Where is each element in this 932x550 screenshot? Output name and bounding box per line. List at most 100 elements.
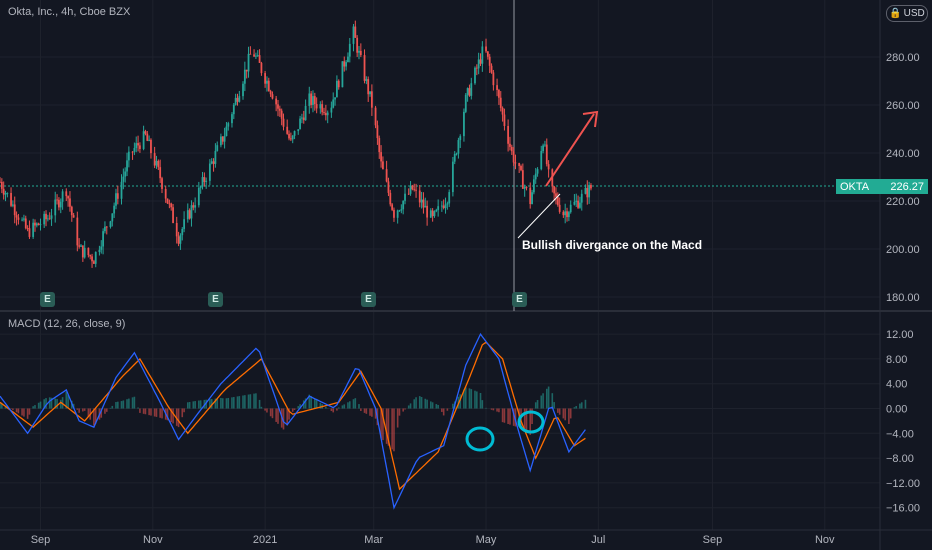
candle-body	[289, 138, 292, 140]
price-tick-label: 260.00	[886, 100, 920, 112]
candle-body	[426, 205, 429, 218]
candle-body	[569, 204, 572, 213]
candle-body	[11, 204, 14, 206]
macd-tick-label: 8.00	[886, 354, 907, 366]
earnings-marker[interactable]: E	[208, 292, 223, 307]
time-tick-label: Nov	[815, 534, 835, 546]
candle-body	[194, 205, 197, 208]
earnings-marker[interactable]: E	[512, 292, 527, 307]
candle-body	[433, 211, 436, 217]
histogram-bar	[34, 405, 36, 409]
candle-body	[32, 222, 35, 237]
candle-body	[170, 203, 173, 208]
histogram-bar	[277, 408, 279, 424]
candle-body	[164, 188, 167, 199]
candle-body	[347, 56, 349, 63]
candle-body	[567, 212, 570, 218]
histogram-bar	[266, 408, 268, 413]
candle-body	[453, 154, 456, 162]
histogram-bar	[420, 396, 423, 409]
histogram-bar	[28, 408, 31, 415]
macd-indicator-title[interactable]: MACD (12, 26, close, 9)	[8, 318, 126, 330]
candle-body	[523, 187, 526, 189]
candle-body	[512, 151, 515, 163]
candle-body	[267, 80, 270, 92]
histogram-bar	[496, 408, 498, 412]
symbol-title[interactable]: Okta, Inc., 4h, Cboe BZX	[8, 6, 131, 18]
histogram-bar	[385, 408, 388, 444]
candle-body	[313, 96, 316, 105]
candle-body	[437, 206, 440, 210]
candle-body	[424, 205, 427, 208]
histogram-bar	[534, 402, 537, 409]
candle-body	[225, 126, 228, 137]
histogram-bar	[258, 399, 261, 409]
candle-body	[48, 218, 51, 220]
candle-body	[192, 205, 195, 208]
histogram-bar	[286, 408, 288, 426]
candle-body	[280, 110, 283, 119]
histogram-bar	[314, 398, 316, 409]
candle-body	[468, 88, 471, 96]
candle-body	[518, 163, 521, 166]
histogram-bar	[407, 405, 410, 409]
macd-tick-label: −12.00	[886, 478, 920, 490]
candle-body	[490, 65, 493, 73]
candle-body	[21, 219, 23, 221]
candle-body	[67, 196, 70, 199]
histogram-bar	[531, 408, 533, 424]
histogram-bar	[128, 398, 130, 409]
histogram-bar	[54, 398, 57, 409]
candle-body	[186, 210, 189, 220]
histogram-bar	[302, 400, 305, 409]
candle-body	[92, 261, 95, 264]
histogram-bar	[558, 408, 561, 415]
candle-body	[234, 97, 237, 105]
time-tick-label: Mar	[364, 534, 383, 546]
histogram-bar	[509, 408, 511, 425]
histogram-bar	[575, 406, 578, 409]
candle-body	[146, 133, 149, 141]
macd-tick-label: −4.00	[886, 428, 914, 440]
price-tick-label: 240.00	[886, 148, 920, 160]
candle-body	[321, 104, 324, 113]
candle-body	[0, 181, 3, 189]
histogram-bar	[194, 401, 196, 409]
histogram-bar	[83, 408, 86, 411]
histogram-bar	[464, 387, 467, 409]
candle-body	[277, 104, 279, 109]
currency-selector[interactable]: 🔒 USD	[886, 5, 928, 22]
candle-body	[400, 209, 403, 211]
candle-body	[232, 104, 235, 115]
candle-body	[37, 223, 40, 226]
histogram-bar	[479, 393, 482, 409]
candle-body	[159, 167, 162, 179]
candle-body	[69, 198, 71, 207]
candle-body	[529, 187, 532, 205]
candle-body	[135, 143, 138, 149]
candle-body	[304, 105, 307, 121]
histogram-bar	[365, 408, 368, 414]
last-price-tag: OKTA 226.27	[836, 179, 928, 194]
chart-annotation[interactable]: Bullish divergance on the Macd	[522, 238, 703, 252]
histogram-bar	[382, 408, 384, 441]
candle-body	[475, 67, 478, 69]
candle-body	[525, 187, 528, 188]
histogram-bar	[512, 408, 515, 426]
candle-body	[87, 247, 90, 256]
candle-body	[72, 215, 75, 218]
histogram-bar	[216, 398, 219, 409]
histogram-bar	[275, 408, 277, 422]
histogram-bar	[264, 408, 266, 411]
candle-body	[378, 138, 381, 153]
earnings-marker[interactable]: E	[40, 292, 55, 307]
earnings-marker[interactable]: E	[361, 292, 376, 307]
macd-tick-label: −16.00	[886, 503, 920, 515]
histogram-bar	[172, 408, 174, 424]
histogram-bar	[255, 393, 257, 409]
candle-body	[337, 80, 340, 88]
candle-body	[293, 131, 296, 136]
histogram-bar	[137, 407, 139, 409]
candle-body	[446, 203, 449, 205]
histogram-bar	[529, 408, 532, 435]
